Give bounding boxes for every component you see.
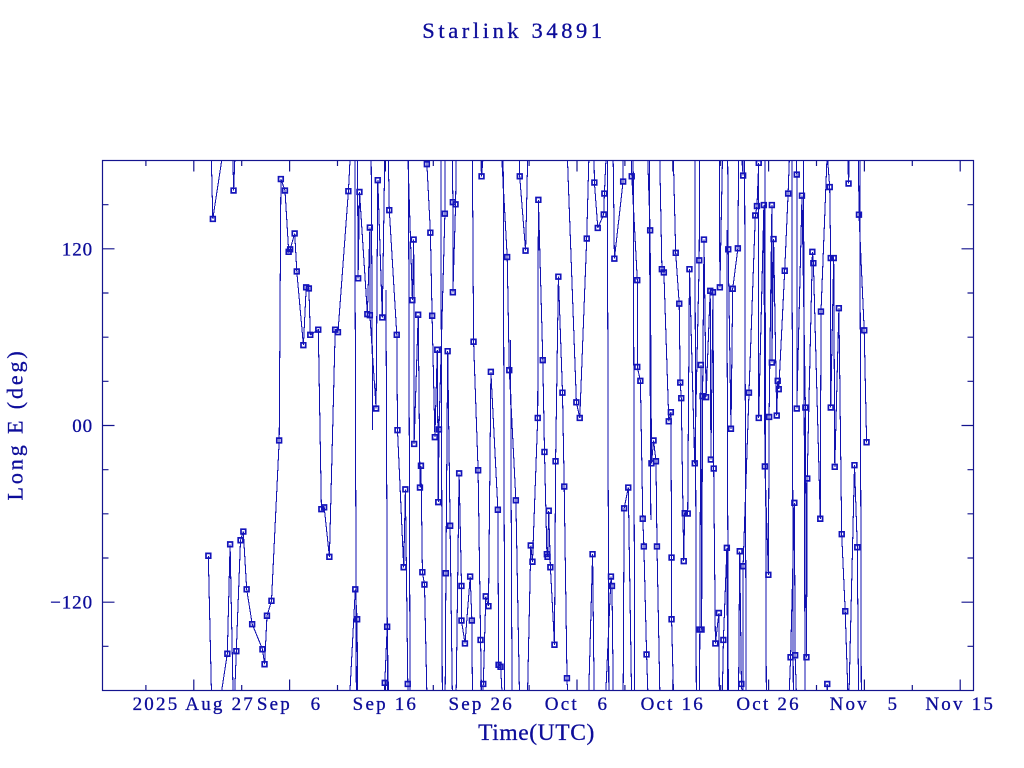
svg-text:Oct 26: Oct 26 [736, 694, 800, 715]
svg-text:−120: −120 [50, 593, 93, 614]
svg-text:Oct 6: Oct 6 [545, 694, 609, 715]
svg-text:2025 Aug 27: 2025 Aug 27 [133, 694, 255, 715]
svg-text:Oct 16: Oct 16 [641, 694, 705, 715]
svg-text:Time(UTC): Time(UTC) [478, 720, 595, 746]
svg-text:120: 120 [62, 239, 93, 260]
svg-text:Sep 26: Sep 26 [448, 694, 513, 715]
svg-text:Long E (deg): Long E (deg) [3, 348, 28, 500]
svg-text:Starlink 34891: Starlink 34891 [422, 18, 606, 43]
svg-text:00: 00 [72, 416, 93, 437]
svg-text:Nov 5: Nov 5 [830, 694, 900, 715]
svg-text:Nov 15: Nov 15 [925, 694, 995, 715]
svg-text:Sep 6: Sep 6 [257, 694, 322, 715]
svg-text:Sep 16: Sep 16 [353, 694, 418, 715]
